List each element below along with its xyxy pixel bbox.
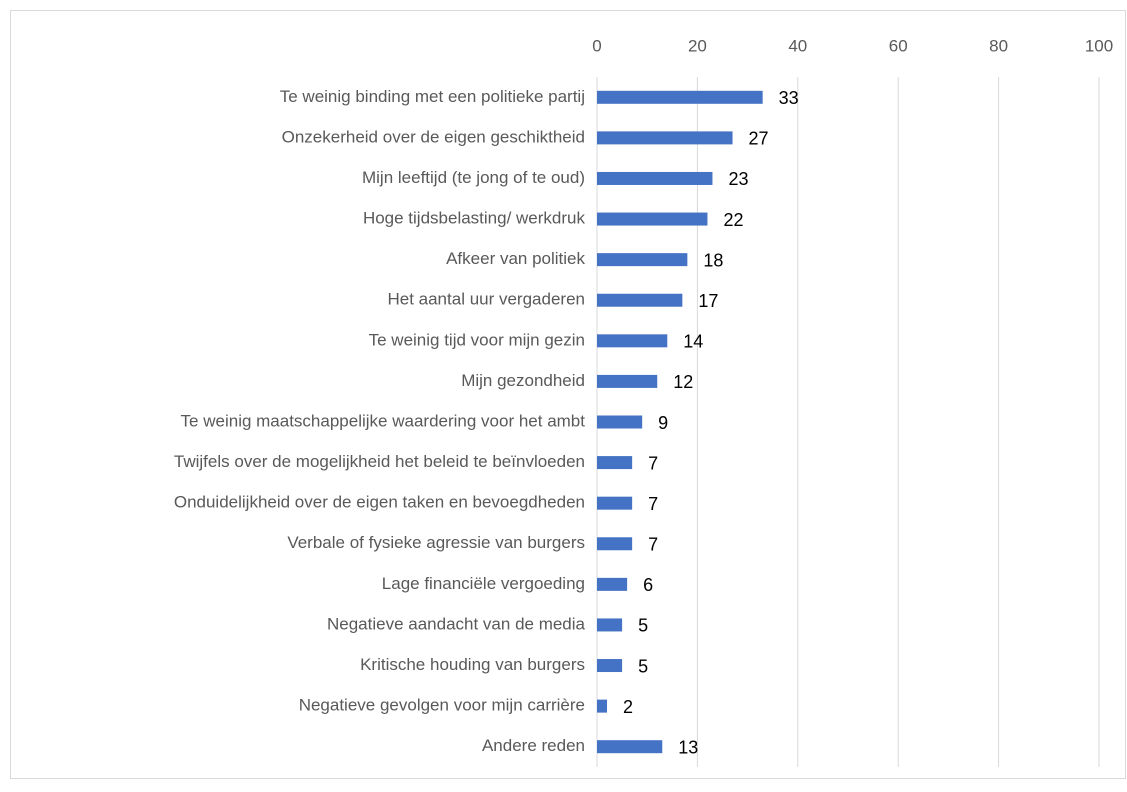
data-label: 13: [678, 737, 698, 757]
bar: [597, 456, 633, 470]
chart-border: [10, 10, 1126, 779]
data-label: 5: [638, 656, 648, 676]
y-tick-label: Het aantal uur vergaderen: [387, 290, 585, 309]
data-label: 23: [728, 169, 748, 189]
data-label: 27: [749, 129, 769, 149]
data-label: 12: [673, 372, 693, 392]
y-tick-label: Te weinig binding met een politieke part…: [280, 87, 585, 106]
bar: [597, 699, 608, 713]
y-tick-label: Negatieve gevolgen voor mijn carrière: [299, 696, 585, 715]
y-tick-label: Negatieve aandacht van de media: [327, 614, 586, 633]
data-label: 22: [723, 210, 743, 230]
bar: [597, 374, 658, 388]
y-tick-label: Onzekerheid over de eigen geschiktheid: [282, 127, 585, 146]
bar: [597, 537, 633, 551]
data-label: 7: [648, 494, 658, 514]
x-tick-label: 20: [688, 36, 707, 55]
x-tick-label: 60: [889, 36, 908, 55]
data-label: 17: [698, 291, 718, 311]
x-tick-label: 100: [1085, 36, 1113, 55]
bar: [597, 659, 623, 673]
data-label: 6: [643, 575, 653, 595]
bar: [597, 740, 663, 754]
bar: [597, 618, 623, 632]
x-tick-label: 80: [989, 36, 1008, 55]
data-label: 33: [779, 88, 799, 108]
bar: [597, 131, 733, 145]
data-label: 7: [648, 453, 658, 473]
data-label: 7: [648, 535, 658, 555]
x-tick-label: 0: [592, 36, 601, 55]
y-tick-label: Te weinig maatschappelijke waardering vo…: [181, 411, 586, 430]
y-tick-label: Afkeer van politiek: [446, 249, 585, 268]
y-tick-label: Mijn gezondheid: [461, 371, 585, 390]
bar: [597, 415, 643, 429]
bar: [597, 171, 713, 185]
y-tick-label: Mijn leeftijd (te jong of te oud): [362, 168, 585, 187]
x-tick-label: 40: [788, 36, 807, 55]
bar: [597, 253, 688, 267]
y-tick-label: Twijfels over de mogelijkheid het beleid…: [174, 452, 585, 471]
y-tick-label: Te weinig tijd voor mijn gezin: [369, 330, 585, 349]
bar: [597, 496, 633, 510]
data-label: 9: [658, 413, 668, 433]
y-tick-label: Andere reden: [482, 736, 585, 755]
bar: [597, 212, 708, 226]
y-tick-label: Onduidelijkheid over de eigen taken en b…: [174, 493, 585, 512]
y-tick-label: Kritische houding van burgers: [360, 655, 585, 674]
bar: [597, 293, 683, 307]
data-label: 2: [623, 697, 633, 717]
bar: [597, 577, 628, 591]
bar: [597, 90, 763, 104]
data-label: 18: [703, 250, 723, 270]
y-tick-label: Lage financiële vergoeding: [382, 574, 585, 593]
data-label: 14: [683, 332, 703, 352]
y-tick-label: Hoge tijdsbelasting/ werkdruk: [363, 209, 586, 228]
y-tick-label: Verbale of fysieke agressie van burgers: [287, 533, 585, 552]
data-label: 5: [638, 616, 648, 636]
bar: [597, 334, 668, 348]
